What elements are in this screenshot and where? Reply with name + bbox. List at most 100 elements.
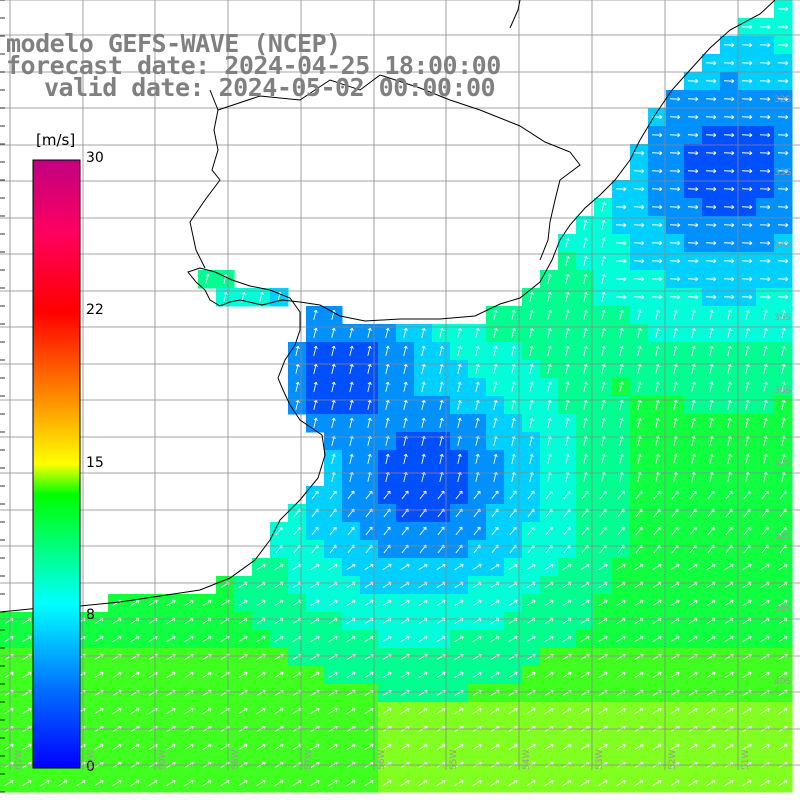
wind-arrow: [615, 259, 627, 264]
wind-arrow: [741, 43, 753, 48]
wind-arrow: [601, 381, 606, 392]
wind-arrow: [763, 381, 768, 392]
wind-arrow: [741, 187, 753, 192]
wind-arrow: [454, 563, 464, 570]
wind-arrow: [526, 563, 536, 570]
wind-arrow: [457, 327, 462, 338]
wind-arrow: [385, 345, 390, 356]
wind-arrow: [633, 223, 645, 228]
wind-arrow: [223, 291, 228, 302]
wind-arrow: [777, 97, 789, 102]
wind-arrow: [547, 345, 552, 356]
wind-arrow: [421, 345, 426, 356]
wind-arrow: [421, 381, 426, 392]
wind-arrow: [581, 490, 589, 500]
wind-arrow: [313, 309, 318, 320]
wind-arrow: [723, 133, 735, 138]
wind-arrow: [655, 363, 660, 374]
wind-arrow: [583, 309, 588, 320]
wind-arrow: [705, 223, 717, 228]
wind-arrow: [763, 417, 768, 428]
wind-arrow: [687, 151, 699, 156]
wind-arrow: [457, 363, 462, 374]
wind-arrow: [741, 205, 753, 210]
wind-arrow: [349, 417, 354, 428]
wind-arrow: [439, 381, 444, 392]
wind-arrow: [759, 25, 771, 30]
wind-arrow: [781, 399, 786, 410]
wind-arrow: [328, 563, 338, 570]
wind-arrow: [691, 309, 696, 320]
wind-arrow: [493, 417, 498, 428]
wind-arrow: [745, 327, 750, 338]
wind-arrow: [545, 490, 553, 500]
wind-arrow: [601, 399, 606, 410]
wind-arrow: [705, 295, 717, 300]
wind-arrow: [673, 327, 678, 338]
wind-arrow: [310, 563, 320, 570]
wind-arrow: [382, 599, 392, 606]
wind-arrow: [634, 635, 644, 642]
wind-arrow: [616, 563, 626, 570]
wind-arrow: [669, 115, 681, 120]
wind-arrow: [763, 363, 768, 374]
wind-arrow: [759, 277, 771, 282]
wind-arrow: [601, 219, 606, 230]
wind-arrow: [439, 399, 444, 410]
wind-arrow: [421, 417, 426, 428]
wind-arrow: [706, 635, 716, 642]
wind-arrow: [673, 309, 678, 320]
wind-arrow: [367, 399, 372, 410]
wind-arrow: [687, 223, 699, 228]
wind-arrow: [401, 490, 409, 500]
wind-arrow: [705, 169, 717, 174]
wind-arrow: [455, 526, 463, 536]
wind-arrow: [651, 187, 663, 192]
wind-arrow: [706, 563, 716, 570]
wind-arrow: [346, 599, 356, 606]
wind-arrow: [238, 635, 248, 642]
wind-arrow: [367, 345, 372, 356]
wind-arrow: [617, 526, 625, 536]
wind-arrow: [669, 187, 681, 192]
wind-arrow: [529, 399, 534, 410]
wind-arrow: [619, 381, 624, 392]
wind-arrow: [616, 635, 626, 642]
wind-arrow: [490, 599, 500, 606]
wind-arrow: [781, 417, 786, 428]
wind-arrow: [545, 526, 553, 536]
wind-arrow: [673, 399, 678, 410]
wind-arrow: [367, 453, 372, 464]
wind-arrow: [655, 345, 660, 356]
wind-arrow: [709, 363, 714, 374]
wind-arrow: [745, 381, 750, 392]
wind-arrow: [421, 363, 426, 374]
wind-arrow: [511, 309, 516, 320]
wind-arrow: [421, 327, 426, 338]
wind-arrow: [367, 417, 372, 428]
wind-arrow: [777, 61, 789, 66]
wind-arrow: [583, 219, 588, 230]
wind-arrow: [777, 115, 789, 120]
wind-arrow: [619, 363, 624, 374]
wind-arrow: [635, 490, 643, 500]
wind-arrow: [763, 453, 768, 464]
wind-arrow: [454, 599, 464, 606]
wind-arrow: [669, 151, 681, 156]
wind-arrow: [633, 187, 645, 192]
wind-arrow: [385, 417, 390, 428]
wind-arrow: [385, 363, 390, 374]
wind-arrow: [705, 133, 717, 138]
wind-arrow: [760, 599, 770, 606]
wind-arrow: [705, 97, 717, 102]
wind-arrow: [223, 273, 228, 284]
wind-arrow: [205, 273, 210, 284]
wind-arrow: [457, 345, 462, 356]
wind-arrow: [691, 453, 696, 464]
wind-arrow: [619, 309, 624, 320]
wind-arrow: [745, 309, 750, 320]
wind-arrow: [565, 381, 570, 392]
wind-arrow: [493, 309, 498, 320]
wind-arrow: [655, 309, 660, 320]
wind-arrow: [615, 187, 627, 192]
